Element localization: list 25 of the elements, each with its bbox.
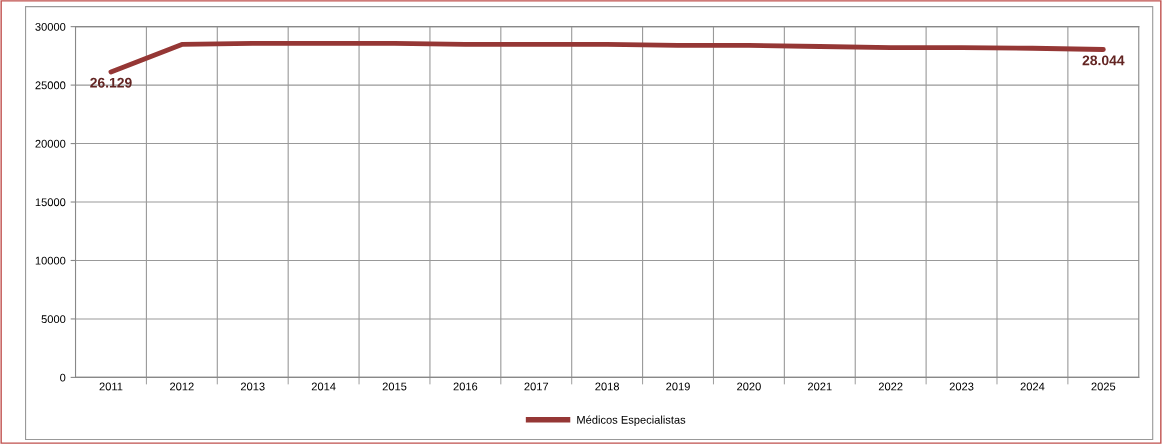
x-tick-label: 2016 (453, 382, 478, 391)
y-tick-label: 5000 (41, 315, 66, 324)
x-tick-label: 2021 (807, 382, 832, 391)
x-tick-label: 2025 (1091, 382, 1116, 391)
y-tick-label: 0 (60, 373, 66, 382)
x-tick-label: 2024 (1020, 382, 1045, 391)
data-label: 26.129 (90, 77, 132, 88)
y-tick-label: 15000 (35, 198, 66, 207)
y-tick-label: 20000 (35, 139, 66, 148)
x-tick-label: 2012 (170, 382, 194, 391)
y-tick-label: 10000 (35, 256, 66, 265)
x-tick-label: 2020 (737, 382, 761, 391)
x-tick-label: 2013 (240, 382, 265, 391)
x-tick-label: 2015 (382, 382, 407, 391)
x-tick-label: 2023 (949, 382, 974, 391)
x-tick-label: 2014 (311, 382, 336, 391)
x-tick-label: 2019 (666, 382, 690, 391)
y-tick-label: 25000 (35, 81, 66, 90)
x-tick-label: 2022 (878, 382, 903, 391)
x-tick-label: 2017 (524, 382, 549, 391)
x-tick-label: 2018 (595, 382, 620, 391)
x-tick-label: 2011 (99, 382, 123, 391)
y-tick-label: 30000 (35, 22, 66, 31)
legend-label: Médicos Especialistas (577, 415, 686, 426)
data-label: 28.044 (1082, 55, 1125, 66)
